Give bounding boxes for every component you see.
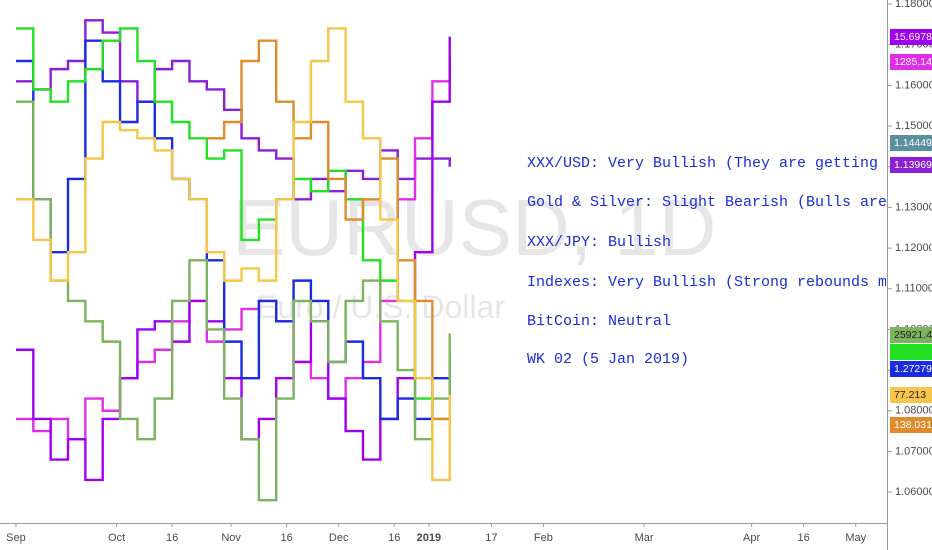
y-tick-label: 1.08000 bbox=[895, 405, 932, 417]
y-tick-label: 1.11000 bbox=[895, 283, 932, 295]
x-tick-label: Feb bbox=[534, 532, 553, 544]
annotations: XXX/USD: Very Bullish (They are getting … bbox=[527, 155, 914, 368]
annotation: BitCoin: Neutral bbox=[527, 313, 671, 330]
series-line bbox=[15, 39, 451, 421]
price-badge-label: 1285.145 bbox=[894, 56, 932, 68]
price-badge bbox=[890, 135, 932, 151]
x-tick-label: 17 bbox=[485, 532, 497, 544]
price-badge-label: 138.031 bbox=[894, 419, 932, 431]
price-badge bbox=[890, 54, 932, 70]
price-badge bbox=[890, 327, 932, 343]
price-badge-label: 25921.4 bbox=[894, 329, 932, 341]
price-badge-label: 1.27279 bbox=[894, 363, 932, 375]
price-badge bbox=[890, 29, 932, 45]
x-tick-label: Nov bbox=[221, 532, 241, 544]
price-badge bbox=[890, 361, 932, 377]
y-tick-label: 1.06000 bbox=[895, 486, 932, 498]
y-tick-label: 1.15000 bbox=[895, 120, 932, 132]
annotation: WK 02 (5 Jan 2019) bbox=[527, 351, 689, 368]
x-tick-label: Dec bbox=[329, 532, 349, 544]
annotation: Gold & Silver: Slight Bearish (Bulls are… bbox=[527, 194, 914, 211]
y-tick-label: 1.12000 bbox=[895, 242, 932, 254]
y-tick-label: 1.16000 bbox=[895, 79, 932, 91]
x-tick-label: Apr bbox=[743, 532, 760, 544]
series-line bbox=[15, 27, 451, 421]
price-badge bbox=[890, 157, 932, 173]
series-line bbox=[15, 100, 451, 502]
y-tick-label: 1.18000 bbox=[895, 0, 932, 10]
series-line bbox=[206, 39, 451, 423]
x-tick-label: 16 bbox=[798, 532, 810, 544]
series-line bbox=[15, 19, 451, 201]
y-tick-label: 1.07000 bbox=[895, 445, 932, 457]
x-tick-label: Oct bbox=[108, 532, 125, 544]
x-tick-label: 16 bbox=[166, 532, 178, 544]
plot-area bbox=[15, 19, 451, 502]
watermark-symbol: EURUSD, 1D bbox=[232, 183, 717, 272]
price-badge bbox=[890, 417, 932, 433]
annotation: XXX/JPY: Bullish bbox=[527, 234, 671, 251]
hidden-badge bbox=[890, 344, 932, 360]
price-badge-label: 1.13969 bbox=[894, 159, 932, 171]
y-tick-label: 1.13000 bbox=[895, 201, 932, 213]
x-tick-label: 16 bbox=[388, 532, 400, 544]
price-badge bbox=[890, 387, 932, 403]
x-tick-label: 16 bbox=[281, 532, 293, 544]
price-badge-label: 77.213 bbox=[894, 389, 926, 401]
annotation: Indexes: Very Bullish (Strong rebounds m… bbox=[527, 274, 905, 291]
annotation: XXX/USD: Very Bullish (They are getting … bbox=[527, 155, 914, 172]
x-tick-label: Mar bbox=[635, 532, 654, 544]
price-badge-label: 1.14449 bbox=[894, 137, 932, 149]
x-tick-label: Sep bbox=[6, 532, 26, 544]
x-tick-label: May bbox=[845, 532, 866, 544]
series-line bbox=[15, 27, 451, 482]
axes: 1.060001.070001.080001.090001.100001.110… bbox=[6, 0, 932, 544]
x-tick-label: 2019 bbox=[417, 532, 441, 544]
